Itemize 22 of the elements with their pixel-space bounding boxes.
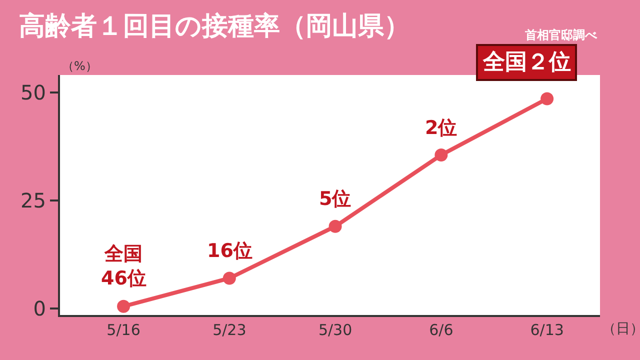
y-tick-label: 0: [33, 296, 46, 321]
point: [540, 92, 554, 106]
point: [117, 300, 130, 313]
x-tick-label: 6/13: [530, 321, 564, 339]
x-axis-title: （日）: [602, 321, 640, 337]
text: 首相官邸調べ: [524, 28, 598, 42]
x-tick-label: 5/16: [106, 321, 140, 339]
point: [222, 272, 236, 285]
x-tick-label: 6/6: [429, 321, 454, 339]
point: [434, 148, 448, 162]
annotation: 5位: [319, 188, 352, 210]
annotation: 全国２位: [482, 50, 571, 75]
y-tick-label: 50: [20, 80, 46, 104]
chart-title: 高齢者１回目の接種率（岡山県）: [19, 11, 410, 42]
y-tick-label: 25: [20, 188, 46, 212]
annotation: 全国 46位: [101, 243, 146, 290]
x-tick-label: 5/23: [212, 321, 246, 339]
x-tick-label: 5/30: [318, 321, 352, 339]
annotation: 16位: [207, 240, 252, 262]
annotation: 2位: [425, 117, 458, 139]
point: [328, 220, 342, 233]
y-axis-title: （%）: [62, 59, 98, 73]
